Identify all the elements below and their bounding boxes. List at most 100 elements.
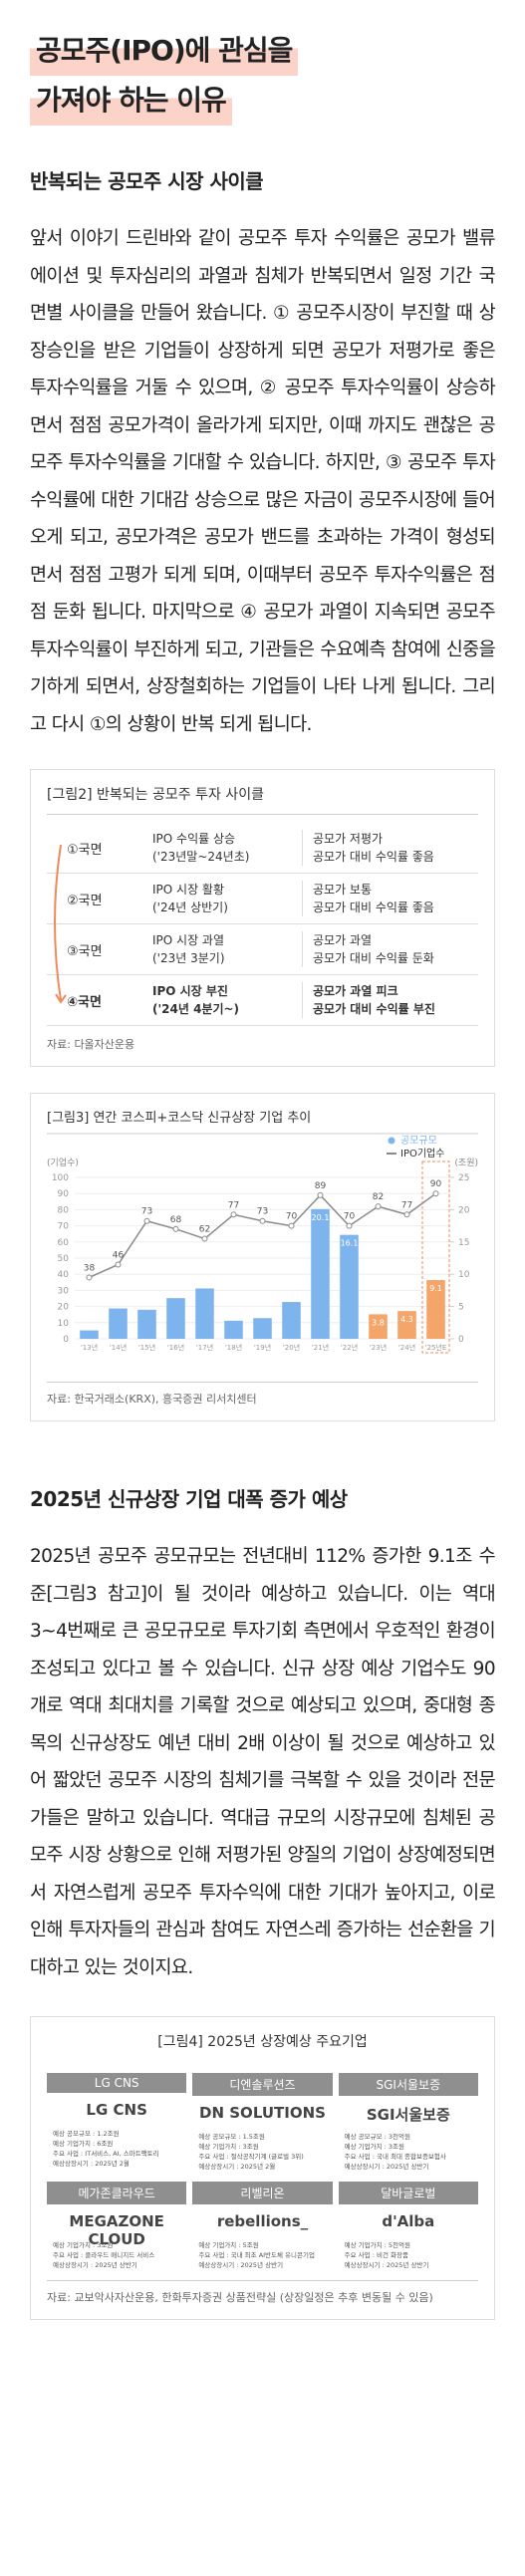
point-label: 90 (430, 1179, 442, 1189)
article: 공모주(IPO)에 관심을 가져야 하는 이유 반복되는 공모주 시장 사이클 … (0, 26, 525, 2320)
period: ('24년 상반기) (152, 901, 228, 914)
line-point (230, 1211, 237, 1218)
arrow-line (54, 844, 62, 1001)
x-tick-label: '14년 (110, 1343, 127, 1352)
line-point (115, 1261, 122, 1268)
company-detail: 예상 기업가치 : 6조원 (53, 2140, 114, 2148)
section-heading: 반복되는 공모주 시장 사이클 (30, 169, 264, 193)
y2-tick-label: 25 (458, 1173, 469, 1183)
title-line: 가져야 하는 이유 (30, 76, 232, 126)
company-card: SGI서울보증 SGI서울보증 예상 공모규모 : 3천억원 예상 기업가치 : 3조… (338, 2073, 478, 2172)
bar (109, 1308, 128, 1339)
line-point (346, 1222, 353, 1229)
line-point (375, 1203, 382, 1210)
x-tick-label: '25년E (425, 1343, 447, 1352)
cycle-row: ③국면 IPO 시장 과열 ('23년 3분기) 공모가 과열 공모가 대비 수익률 둔… (47, 924, 478, 975)
company-detail: 예상 기업가치 : 3조원 (53, 2241, 114, 2249)
company-detail: 예상상장시기 : 2025년 상반기 (344, 2261, 429, 2269)
phase-market: IPO 시장 과열 ('23년 3분기) (152, 931, 303, 967)
bar (369, 1314, 388, 1339)
pricing: 공모가 과열 (313, 933, 373, 947)
point-label: 70 (286, 1212, 298, 1222)
y2-tick-label: 20 (458, 1205, 470, 1215)
bar (397, 1311, 416, 1339)
phase: ②국면 (67, 893, 103, 908)
line-point (432, 1190, 439, 1197)
x-tick-label: '17년 (196, 1343, 213, 1352)
bar-label: 9.1 (429, 1284, 442, 1293)
y-tick-label: 90 (58, 1189, 70, 1199)
bar (282, 1302, 301, 1339)
legend-label: 공모규모 (400, 1135, 437, 1147)
paragraph: 앞서 이야기 드린바와 같이 공모주 투자 수익률은 공모가 밸류에이션 및 투… (30, 228, 496, 735)
company-logo: MEGAZONE CLOUD (69, 2212, 164, 2248)
return: 공모가 대비 수익률 부진 (313, 1002, 435, 1016)
y2-tick-label: 0 (458, 1335, 464, 1345)
company-name: LG CNS (47, 2073, 187, 2093)
bar (137, 1309, 156, 1339)
phase-market: IPO 시장 활황 ('24년 상반기) (152, 881, 303, 916)
phase-pricing: 공모가 과열 공모가 대비 수익률 둔화 (303, 931, 434, 967)
x-tick-label: '16년 (167, 1343, 184, 1352)
phase-market: IPO 시장 부진 ('24년 4분기~) (152, 982, 303, 1018)
phase-market: IPO 수익률 상승 ('23년말~24년초) (152, 830, 303, 866)
figure-source: 자료: 한국거래소(KRX), 흥국증권 리서치센터 (47, 1382, 478, 1407)
y-tick-label: 20 (58, 1303, 70, 1313)
highlight-box (421, 1160, 450, 1354)
company-name: 달바글로벌 (338, 2182, 478, 2204)
bar-label: 3.8 (372, 1318, 385, 1327)
bar (80, 1330, 99, 1339)
company-detail: 주요 사업 : 국내 최초 AI반도체 유니콘기업 (198, 2251, 315, 2259)
page: 공모주(IPO)에 관심을 가져야 하는 이유 반복되는 공모주 시장 사이클 … (0, 26, 525, 2576)
y2-tick-label: 5 (458, 1303, 464, 1313)
company-detail: 예상 공모규모 : 3천억원 (344, 2133, 411, 2141)
bar-label: 20.1 (312, 1213, 330, 1222)
company-detail: 주요 사업 : 클라우드 매니지드 서비스 (53, 2251, 155, 2259)
company-card: 리벨리온 rebellions_ 예상 기업가치 : 5조원 주요 사업 : 국내 최… (192, 2182, 333, 2270)
company-detail: 예상 기업가치 : 5조원 (198, 2241, 259, 2249)
return: 공모가 대비 수익률 좋음 (313, 901, 434, 914)
x-tick-label: '18년 (225, 1343, 242, 1352)
page-title: 공모주(IPO)에 관심을 가져야 하는 이유 (30, 26, 495, 126)
figure-source: 자료: 교보악사자산운용, 한화투자증권 상품전략실 (상장일정은 추후 변동될… (47, 2280, 478, 2305)
figure: [그림4] 2025년 상장예상 주요기업 LG CNS LG CNS 예상 공모규… (30, 2016, 495, 2320)
company-logo: DN SOLUTIONS (199, 2104, 326, 2122)
company-logo: SGI서울보증 (366, 2106, 450, 2124)
cycle-table: ①국면 IPO 수익률 상승 ('23년말~24년초) 공모가 저평가 공모가 대비 수… (47, 823, 478, 1026)
market-state: IPO 시장 부진 (152, 984, 228, 998)
paragraph: 2025년 공모주 공모규모는 전년대비 112% 증가한 9.1조 수준[그림… (30, 1546, 496, 1978)
section-heading: 2025년 신규상장 기업 대폭 증가 예상 (30, 1487, 348, 1511)
company-detail: 예상 기업가치 : 3조원 (198, 2143, 259, 2151)
bar (311, 1208, 330, 1339)
bar-label: 16.1 (341, 1239, 359, 1248)
period: ('23년말~24년초) (152, 850, 250, 864)
company-detail: 예상 공모규모 : 1.5조원 (198, 2133, 265, 2141)
cycle-row: ②국면 IPO 시장 활황 ('24년 상반기) 공모가 보통 공모가 대비 수익률 좋… (47, 874, 478, 924)
x-tick-label: '15년 (138, 1343, 155, 1352)
company-name: 메가존클라우드 (47, 2182, 187, 2204)
point-label: 62 (199, 1225, 210, 1235)
company-detail: 예상 기업가치 : 5천억원 (344, 2241, 411, 2249)
cycle-arrow (54, 844, 67, 1004)
arrow-head (55, 993, 67, 1004)
company-card: 디엔솔루션즈 DN SOLUTIONS 예상 공모규모 : 1.5조원 예상 기업가치… (192, 2073, 333, 2172)
point-label: 46 (113, 1250, 125, 1260)
x-tick-label: '24년 (398, 1343, 415, 1352)
point-label: 73 (257, 1207, 268, 1217)
cycle-row: ①국면 IPO 수익률 상승 ('23년말~24년초) 공모가 저평가 공모가 대비 수… (47, 823, 478, 874)
company-detail: 주요 사업 : 비건 화장품 (344, 2251, 408, 2259)
line-point (143, 1217, 150, 1224)
y2-tick-label: 15 (458, 1238, 469, 1248)
market-state: IPO 수익률 상승 (152, 832, 236, 846)
figure: [그림2] 반복되는 공모주 투자 사이클 ①국면 IPO 수익률 상승 ('23년… (30, 769, 495, 1067)
line-point (86, 1274, 93, 1281)
point-label: 77 (401, 1200, 412, 1210)
bar (195, 1288, 214, 1339)
company-detail: 예상상장시기 : 2025년 2월 (198, 2163, 276, 2171)
pricing: 공모가 저평가 (313, 832, 384, 846)
legend-swatch (388, 1137, 395, 1145)
y-tick-label: 60 (58, 1238, 70, 1248)
company-detail: 예상 기업가치 : 3조원 (344, 2143, 405, 2151)
bar (166, 1298, 185, 1339)
